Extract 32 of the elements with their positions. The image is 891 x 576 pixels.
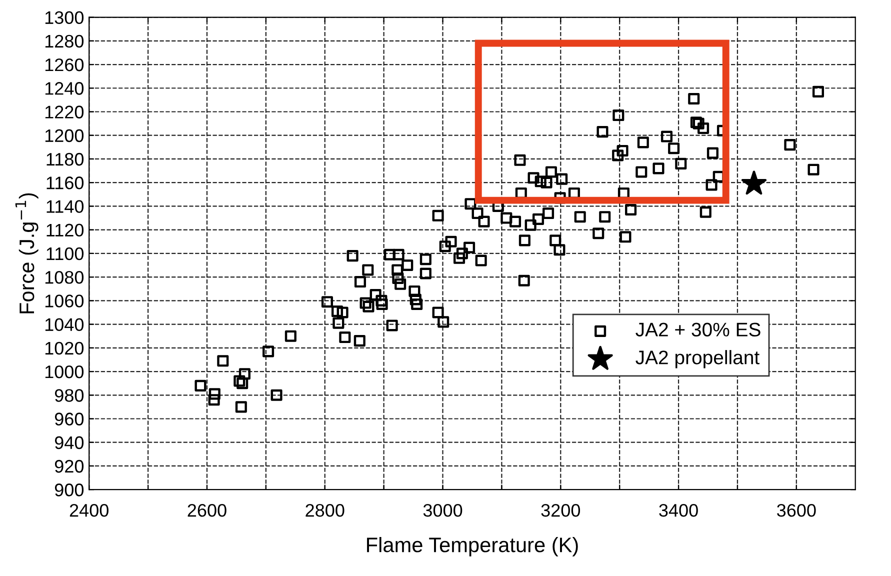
y-tick-label: 1220 [45,106,84,118]
x-tick-label: 2600 [188,504,226,517]
y-tick-label: 1180 [46,152,84,166]
y-tick-label: 900 [54,484,84,496]
x-tick-label: 3200 [541,504,580,517]
y-tick-label: 1020 [45,342,84,355]
x-tick-label: 2400 [70,504,108,517]
y-tick-label: 1000 [45,365,84,378]
y-tick-label: 1140 [46,200,84,213]
y-tick-label: 980 [54,389,84,402]
y-tick-label: 1100 [46,247,84,260]
y-tick-label: 960 [54,412,84,426]
y-tick-label: 1080 [45,270,84,284]
y-tick-label: 1040 [45,318,84,332]
x-tick-label: 3400 [659,504,698,517]
y-tick-label: 1260 [45,58,84,72]
y-tick-label: 920 [54,460,84,473]
y-tick-label: 1120 [46,224,84,237]
y-tick-label: 1060 [45,294,84,308]
x-tick-label: 2800 [306,504,344,517]
y-tick-label: 1240 [45,82,84,95]
y-tick-label: 940 [54,436,84,450]
legend-label: JA2 + 30% ES [636,322,760,336]
y-tick-label: 1160 [46,176,84,190]
legend-label: JA2 propellant [636,350,760,368]
x-tick-label: 3600 [777,504,816,517]
y-tick-label: 1200 [45,129,84,142]
y-tick-label: 1280 [45,34,84,48]
y-tick-label: 1300 [45,11,84,24]
x-axis-title: Flame Temperature (K) [367,536,578,556]
x-tick-label: 3000 [423,504,462,517]
y-axis-title: Force (J.g$^{−1}$) [15,193,38,314]
